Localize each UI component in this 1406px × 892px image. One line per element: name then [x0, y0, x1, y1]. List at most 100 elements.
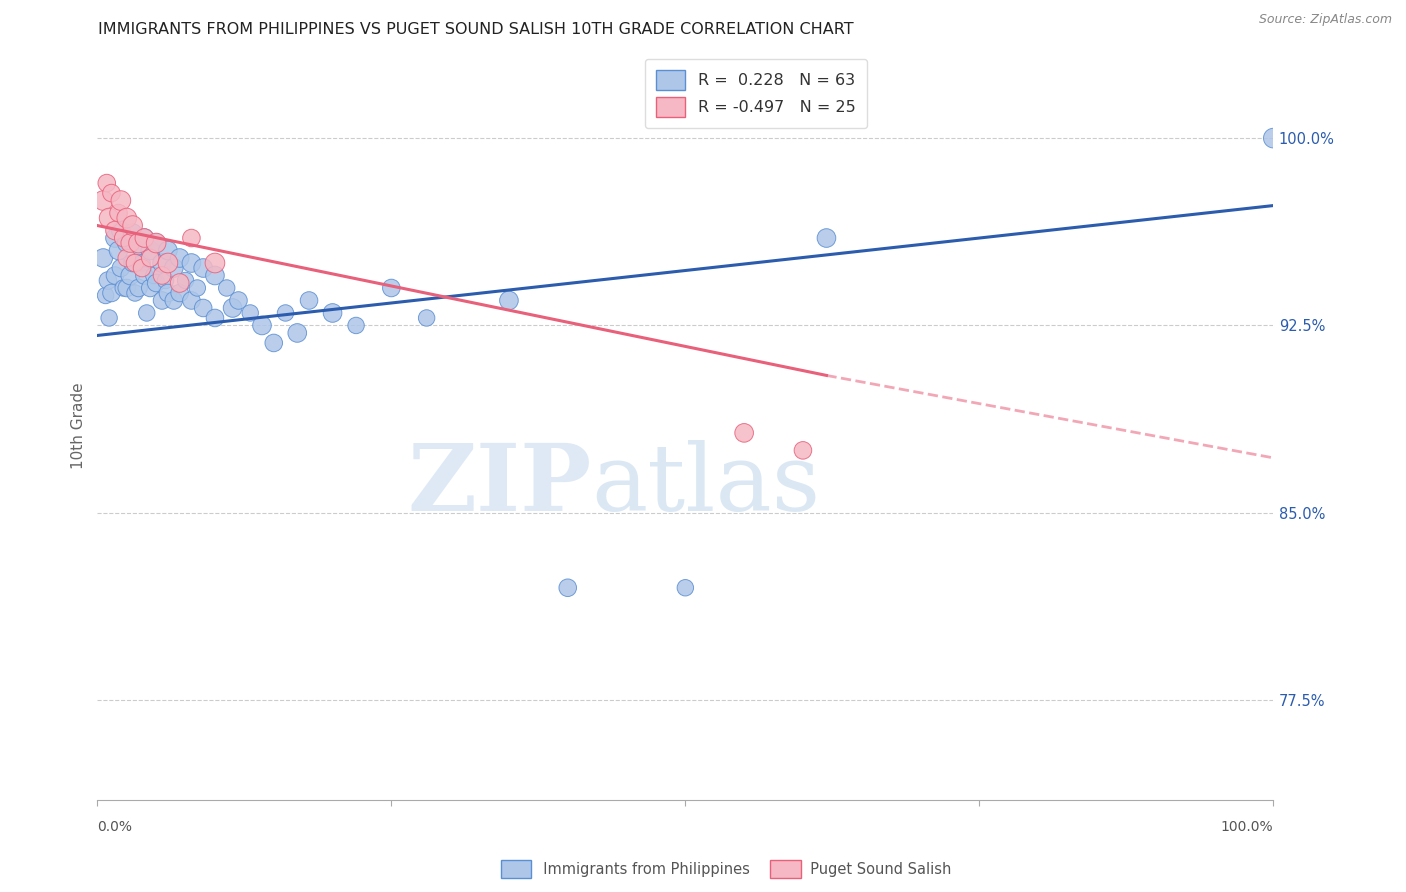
Point: [150, 268, 173, 283]
Point: [498, 293, 520, 308]
Point: [380, 281, 402, 295]
Point: [298, 293, 321, 308]
Point: [139, 251, 162, 265]
Point: [815, 231, 838, 245]
Point: [131, 260, 153, 275]
Point: [239, 306, 262, 320]
Point: [150, 293, 173, 308]
Point: [274, 306, 297, 320]
Point: [120, 235, 142, 250]
Point: [156, 244, 179, 258]
Point: [134, 268, 156, 283]
Text: 0.0%: 0.0%: [97, 820, 132, 834]
Point: [163, 293, 186, 308]
Point: [228, 293, 250, 308]
Point: [169, 251, 191, 265]
Point: [145, 276, 167, 290]
Point: [156, 256, 179, 270]
Point: [115, 251, 138, 265]
Point: [344, 318, 367, 333]
Point: [180, 256, 202, 270]
Point: [193, 260, 215, 275]
Point: [142, 268, 165, 283]
Point: [104, 223, 127, 237]
Point: [131, 256, 153, 270]
Point: [124, 256, 146, 270]
Point: [285, 326, 308, 340]
Point: [415, 310, 437, 325]
Point: [121, 256, 143, 270]
Point: [112, 281, 135, 295]
Point: [128, 235, 150, 250]
Text: 100.0%: 100.0%: [1220, 820, 1274, 834]
Point: [156, 285, 179, 300]
Point: [221, 301, 243, 315]
Point: [100, 186, 122, 200]
Point: [91, 251, 114, 265]
Point: [112, 231, 135, 245]
Point: [104, 268, 127, 283]
Point: [107, 244, 129, 258]
Point: [163, 260, 186, 275]
Point: [733, 425, 755, 440]
Point: [180, 231, 202, 245]
Text: atlas: atlas: [592, 441, 821, 531]
Y-axis label: 10th Grade: 10th Grade: [72, 382, 86, 468]
Point: [110, 194, 132, 208]
Point: [169, 276, 191, 290]
Point: [204, 268, 226, 283]
FancyBboxPatch shape: [501, 860, 531, 878]
FancyBboxPatch shape: [770, 860, 801, 878]
Point: [169, 285, 191, 300]
Text: Puget Sound Salish: Puget Sound Salish: [801, 863, 952, 877]
Point: [91, 194, 114, 208]
Point: [100, 285, 122, 300]
Legend: R =  0.228   N = 63, R = -0.497   N = 25: R = 0.228 N = 63, R = -0.497 N = 25: [645, 59, 866, 128]
Point: [250, 318, 273, 333]
Point: [263, 335, 285, 350]
Point: [107, 206, 129, 220]
Point: [322, 306, 344, 320]
Point: [145, 235, 167, 250]
Point: [150, 256, 173, 270]
Point: [792, 443, 814, 458]
Point: [124, 285, 146, 300]
Point: [120, 268, 142, 283]
Point: [186, 281, 208, 295]
Point: [121, 226, 143, 240]
Point: [110, 260, 132, 275]
Point: [134, 231, 156, 245]
Point: [115, 281, 138, 295]
Point: [121, 219, 143, 233]
Point: [94, 288, 117, 302]
Point: [204, 310, 226, 325]
Point: [115, 235, 138, 250]
Point: [193, 301, 215, 315]
Point: [145, 235, 167, 250]
Point: [139, 244, 162, 258]
Point: [134, 231, 156, 245]
Point: [180, 293, 202, 308]
Point: [557, 581, 579, 595]
Text: IMMIGRANTS FROM PHILIPPINES VS PUGET SOUND SALISH 10TH GRADE CORRELATION CHART: IMMIGRANTS FROM PHILIPPINES VS PUGET SOU…: [98, 22, 853, 37]
Point: [174, 273, 197, 287]
Point: [98, 211, 121, 225]
Point: [215, 281, 238, 295]
Point: [135, 306, 157, 320]
Text: ZIP: ZIP: [406, 441, 592, 531]
Point: [98, 310, 121, 325]
Point: [110, 223, 132, 237]
Point: [97, 273, 120, 287]
Point: [128, 281, 150, 295]
Point: [128, 238, 150, 252]
Point: [104, 231, 127, 245]
Point: [115, 211, 138, 225]
Point: [139, 281, 162, 295]
Text: Immigrants from Philippines: Immigrants from Philippines: [534, 863, 751, 877]
Text: Source: ZipAtlas.com: Source: ZipAtlas.com: [1258, 13, 1392, 27]
Point: [204, 256, 226, 270]
Point: [673, 581, 696, 595]
Point: [96, 176, 118, 190]
Point: [155, 273, 177, 287]
Point: [1263, 131, 1285, 145]
